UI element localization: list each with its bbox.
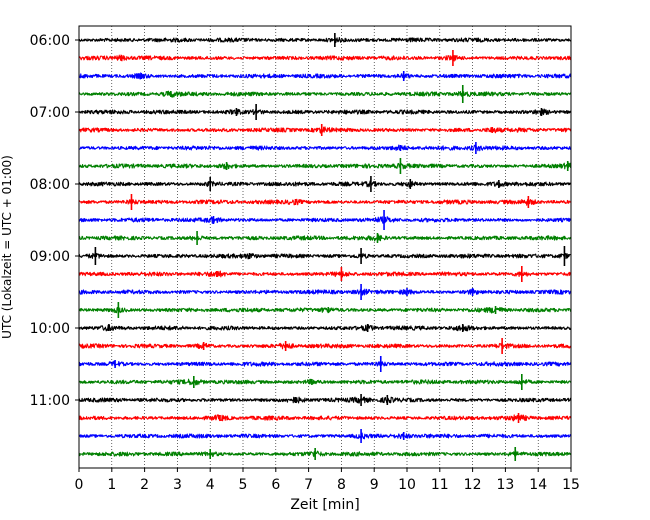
x-tick-label: 15 — [562, 477, 580, 493]
x-tick-label: 1 — [107, 477, 116, 493]
trace-line — [78, 72, 572, 80]
trace-line — [78, 360, 572, 368]
trace-line — [78, 270, 572, 278]
x-tick-label: 3 — [173, 477, 182, 493]
y-tick-label: 08:00 — [30, 177, 70, 193]
trace-line — [78, 396, 572, 404]
y-axis-label: UTC (Lokalzeit = UTC + 01:00) — [0, 155, 14, 339]
trace-line — [78, 450, 572, 458]
trace-line — [78, 324, 572, 332]
x-tick-label: 10 — [398, 477, 416, 493]
trace-line — [78, 108, 572, 116]
x-axis-ticks: 0 1 2 3 4 5 6 7 8 9 10 11 12 13 14 15 — [75, 468, 580, 493]
x-tick-label: 7 — [304, 477, 313, 493]
trace-line — [78, 288, 572, 296]
x-tick-label: 4 — [206, 477, 215, 493]
y-tick-label: 09:00 — [30, 249, 70, 265]
x-tick-label: 6 — [271, 477, 280, 493]
trace-line — [78, 37, 572, 44]
x-tick-label: 5 — [239, 477, 248, 493]
y-tick-label: 06:00 — [30, 33, 70, 49]
trace-line — [78, 234, 572, 242]
trace-line — [78, 215, 572, 224]
x-tick-label: 9 — [370, 477, 379, 493]
trace-line — [78, 54, 572, 62]
trace-line — [78, 414, 572, 422]
trace-line — [78, 198, 572, 206]
y-tick-label: 10:00 — [30, 321, 70, 337]
trace-line — [78, 162, 572, 170]
x-tick-label: 8 — [337, 477, 346, 493]
y-tick-label: 07:00 — [30, 105, 70, 121]
trace-line — [78, 90, 572, 98]
trace-line — [78, 342, 572, 350]
x-tick-label: 2 — [140, 477, 149, 493]
trace-line — [78, 180, 572, 188]
x-tick-label: 11 — [431, 477, 449, 493]
trace-line — [78, 144, 572, 152]
x-tick-label: 13 — [496, 477, 514, 493]
trace-line — [78, 378, 572, 386]
x-tick-label: 0 — [75, 477, 84, 493]
trace-line — [78, 252, 572, 260]
trace-line — [78, 432, 572, 440]
y-tick-label: 11:00 — [30, 393, 70, 409]
x-axis-label: Zeit [min] — [290, 497, 359, 513]
y-axis-ticks: 06:00 07:00 08:00 09:00 10:00 11:00 — [30, 33, 79, 409]
seismic-traces — [78, 33, 572, 461]
plot-frame — [78, 25, 572, 469]
trace-line — [78, 306, 572, 314]
trace-line — [78, 126, 572, 134]
x-tick-label: 12 — [464, 477, 482, 493]
x-tick-label: 14 — [529, 477, 547, 493]
